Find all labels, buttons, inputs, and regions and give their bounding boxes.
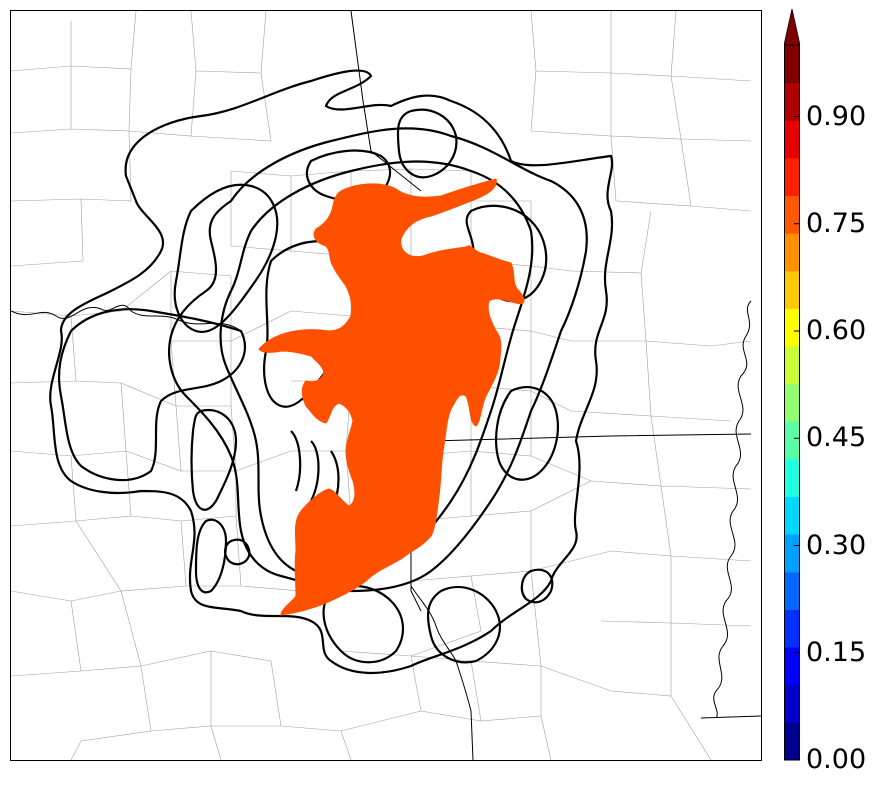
colorbar-tick-label: 0.15 (806, 636, 867, 668)
map-svg (11, 11, 761, 760)
colorbar-tick-label: 0.30 (806, 529, 867, 561)
colorbar-segment (784, 534, 800, 573)
colorbar-extend-arrow (784, 8, 800, 46)
colorbar-segment (784, 496, 800, 535)
colorbar-tick-label: 0.75 (806, 207, 867, 239)
colorbar-tick-label: 0.60 (806, 315, 867, 346)
colorbar-segment (784, 684, 800, 723)
colorbar-segment (784, 157, 800, 197)
colorbar-tick-label: 0.90 (806, 100, 867, 132)
colorbar-segment (784, 458, 800, 498)
colorbar-tick-label: 0.45 (806, 422, 867, 454)
rivers (11, 300, 752, 760)
colorbar-outline (784, 44, 800, 761)
colorbar-segment (784, 647, 800, 686)
colorbar-tick-label: 0.00 (806, 744, 867, 775)
colorbar-segment (784, 571, 800, 610)
colorbar-segment (784, 270, 800, 309)
colorbar (784, 8, 800, 761)
colorbar-segment (784, 421, 800, 460)
colorbar-segment (784, 722, 800, 761)
colorbar-segment (784, 609, 800, 648)
ensemble-contours (49, 69, 614, 674)
probability-filled-region (258, 178, 525, 616)
colorbar-segment (784, 45, 800, 84)
colorbar-segment (784, 120, 800, 159)
colorbar-segment (784, 82, 800, 121)
colorbar-segment (784, 195, 800, 234)
colorbar-segment (784, 233, 800, 272)
colorbar-segment (784, 346, 800, 385)
colorbar-segment (784, 383, 800, 422)
map-panel (10, 10, 762, 761)
colorbar-segment (784, 308, 800, 347)
